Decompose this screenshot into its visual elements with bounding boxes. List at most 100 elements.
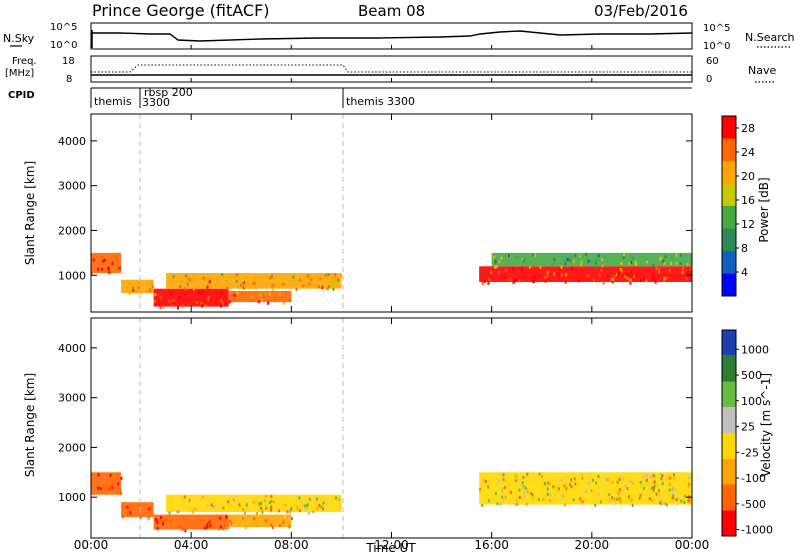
station-title: Prince George (fitACF)	[92, 1, 270, 20]
echo-cell	[481, 281, 484, 285]
echo-cell	[242, 286, 245, 290]
echo-cell	[652, 263, 655, 267]
echo-cell	[223, 524, 226, 528]
echo-cell	[601, 258, 604, 262]
echo-cell	[688, 498, 691, 502]
echo-cell	[675, 261, 678, 265]
echo-cell	[530, 492, 533, 496]
colorbar-tick-label: 20	[741, 170, 755, 183]
echo-cell	[658, 494, 661, 498]
echo-cell	[112, 266, 115, 270]
echo-cell	[192, 287, 195, 291]
echo-cell	[581, 473, 584, 477]
echo-cell	[264, 519, 267, 523]
colorbar-segment	[722, 183, 736, 206]
colorbar-tick-label: -500	[741, 498, 766, 511]
freq-panel: Freq. [MHz] 18 8 60 0 Nave	[5, 55, 776, 85]
echo-cell	[162, 522, 165, 526]
echo-cell	[292, 275, 295, 279]
echo-cell	[513, 279, 516, 283]
echo-cell	[244, 275, 247, 279]
echo-cell	[231, 523, 234, 527]
cpid-mode-1: themis	[94, 95, 132, 108]
echo-cell	[306, 504, 309, 508]
echo-cell	[288, 509, 291, 513]
colorbar-tick-label: -100	[741, 472, 766, 485]
echo-cell	[128, 508, 131, 512]
colorbar-segment	[722, 206, 736, 229]
echo-cell	[538, 274, 541, 278]
echo-cell	[518, 495, 521, 499]
echo-region	[479, 266, 692, 282]
echo-cell	[159, 516, 162, 520]
echo-cell	[664, 255, 667, 259]
echo-cell	[235, 273, 238, 277]
echo-cell	[665, 276, 668, 280]
echo-cell	[242, 516, 245, 520]
echo-cell	[97, 267, 100, 271]
x-tick-label: 00:00	[675, 538, 710, 552]
echo-cell	[630, 261, 633, 265]
echo-cell	[493, 255, 496, 259]
echo-cell	[210, 503, 213, 507]
echo-cell	[503, 486, 506, 490]
echo-cell	[230, 504, 233, 508]
echo-cell	[120, 476, 123, 480]
colorbar-segment	[722, 484, 736, 511]
echo-cell	[149, 288, 152, 292]
y-tick-label: 4000	[58, 342, 86, 355]
echo-cell	[564, 280, 567, 284]
echo-cell	[312, 510, 315, 514]
echo-cell	[184, 287, 187, 291]
colorbar-segment	[722, 510, 736, 536]
echo-cell	[623, 275, 626, 279]
echo-cell	[687, 475, 690, 479]
colorbar-tick-label: 24	[741, 146, 755, 159]
echo-cell	[662, 260, 665, 264]
echo-cell	[122, 506, 125, 510]
echo-region	[491, 252, 692, 267]
echo-cell	[200, 301, 203, 305]
echo-cell	[594, 259, 597, 263]
echo-cell	[268, 501, 271, 505]
echo-cell	[494, 492, 497, 496]
echo-cell	[221, 302, 224, 306]
echo-cell	[552, 499, 555, 503]
echo-cell	[220, 298, 223, 302]
echo-cell	[334, 273, 337, 277]
nsky-left-tick-top: 10^5	[50, 22, 77, 33]
echo-cell	[319, 274, 322, 278]
echo-cell	[642, 486, 645, 490]
echo-cell	[191, 510, 194, 514]
echo-cell	[639, 494, 642, 498]
echo-cell	[620, 269, 623, 273]
echo-cell	[587, 481, 590, 485]
echo-cell	[610, 277, 613, 281]
echo-cell	[270, 274, 273, 278]
echo-cell	[225, 516, 228, 520]
echo-cell	[630, 271, 633, 275]
echo-cell	[682, 480, 685, 484]
echo-cell	[652, 488, 655, 492]
echo-cell	[120, 492, 123, 496]
echo-cell	[611, 480, 614, 484]
echo-cell	[159, 295, 162, 299]
echo-cell	[178, 295, 181, 299]
echo-cell	[652, 473, 655, 477]
echo-cell	[109, 473, 112, 477]
echo-cell	[332, 287, 335, 291]
echo-cell	[611, 280, 614, 284]
echo-cell	[258, 293, 261, 297]
nsky-trace	[90, 30, 693, 49]
colorbar-segment	[722, 381, 736, 408]
echo-cell	[240, 283, 243, 287]
velocity-echoes	[91, 472, 692, 533]
echo-cell	[304, 504, 307, 508]
echo-cell	[669, 261, 672, 265]
echo-cell	[228, 519, 231, 523]
echo-cell	[497, 270, 500, 274]
echo-cell	[99, 487, 102, 491]
echo-cell	[667, 476, 670, 480]
echo-cell	[587, 259, 590, 263]
echo-cell	[671, 487, 674, 491]
